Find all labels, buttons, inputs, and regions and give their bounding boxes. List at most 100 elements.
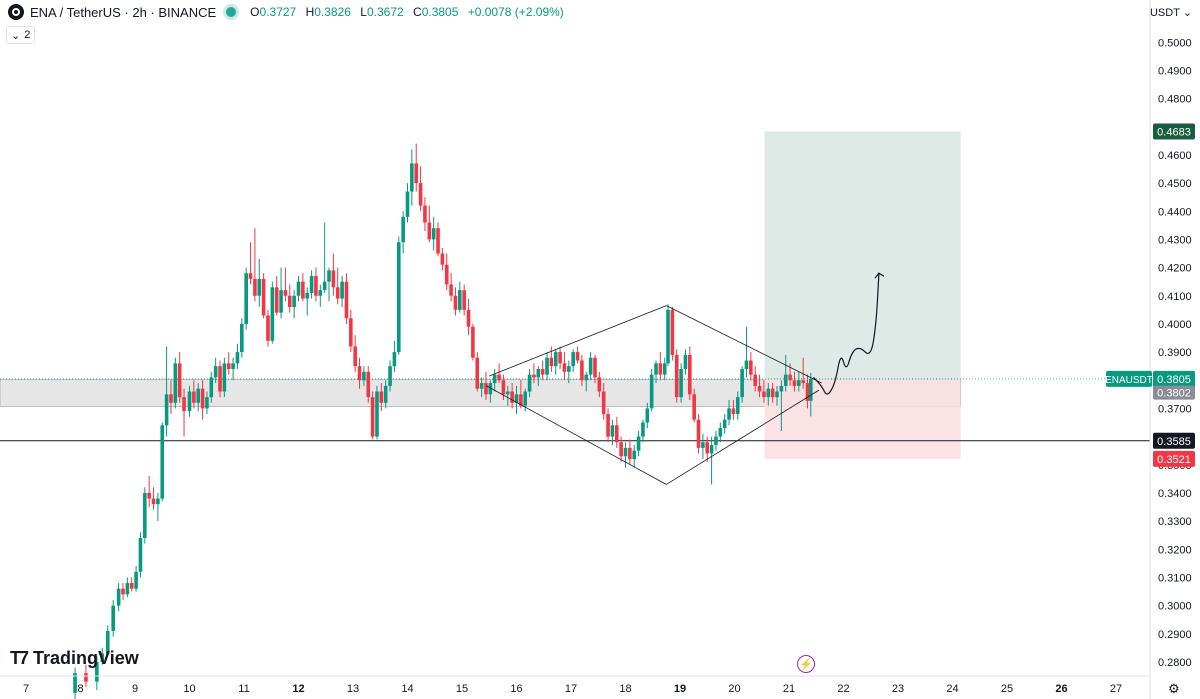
candle-body [479,383,484,389]
candle-body [683,354,688,369]
candle-body [658,363,663,375]
currency-selector[interactable]: USDT ⌄ [1150,6,1192,19]
candle-body [196,388,201,403]
candle-body [301,281,305,299]
candle-body [701,442,705,448]
candle-body [458,290,462,310]
price-label-target-bg [1153,123,1195,140]
candle-body [792,380,797,386]
symbol-tag: ENAUSDT [1105,375,1153,386]
price-axis: 0.2800 0.2900 0.3000 0.3100 0.3200 0.3300 0.34… [1149,0,1192,699]
price-label-target: 0.4683 [1157,127,1191,139]
candle-body [240,323,244,353]
ohlc-close-value: 0.3805 [421,5,459,19]
candle-body [797,380,801,386]
diamond-pattern-line [486,385,667,485]
diamond-pattern-line [489,305,667,377]
candle-body [449,284,453,296]
ohlc-high-value: 0.3826 [314,5,351,19]
candle-body [757,385,762,392]
price-label-support-bg [1153,432,1195,449]
candle-body [200,388,205,409]
price-tick-label: 0.3100 [1158,572,1192,584]
price-tick-label: 0.2800 [1158,657,1192,669]
candle-body [727,408,731,420]
candle-body [392,352,397,367]
candle-body [714,436,718,446]
candle-body [606,414,610,437]
candle-body [575,352,580,361]
candle-body [549,357,554,367]
candle-body [593,357,597,378]
price-tick-label: 0.3300 [1158,516,1192,528]
candle-body [744,360,749,369]
candle-body [580,360,584,381]
candle-body [614,425,619,443]
tradingview-logo[interactable]: T7 TradingView [10,648,139,669]
candle-body [248,273,253,279]
candle-body [779,385,784,392]
candle-body [674,354,679,398]
candle-body [218,366,222,392]
ohlc-open-value: 0.3727 [259,5,297,19]
candle-body [731,408,736,415]
candle-body [418,183,423,206]
indicators-toggle[interactable]: ⌄ 2 [6,26,36,44]
target-zone [764,131,961,380]
time-tick-label: 18 [619,683,631,695]
settings-gear-icon[interactable]: ⚙ [1168,681,1180,696]
lightning-icon[interactable]: ⚡ [797,655,815,673]
candle-body [645,408,650,423]
price-tick-label: 0.2900 [1158,629,1192,641]
price-label-stop-bg [1153,450,1195,467]
candle-body [527,374,532,392]
candle-body [540,368,545,375]
candle-body [160,425,165,499]
candle-body [649,374,654,409]
projection-path [813,273,880,395]
candle-body [309,276,314,293]
time-tick-label: 20 [728,683,740,695]
candle-body [619,442,623,457]
candle-body [423,205,427,223]
candle-body [125,583,130,595]
symbol-title[interactable]: ENA / TetherUS · 2h · BINANCE [30,4,217,20]
candle-body [177,363,182,398]
candle-body [770,388,775,398]
time-tick-label: 22 [837,683,849,695]
currency-label: USDT [1149,7,1180,19]
candle-body [783,374,788,386]
candle-body [688,354,692,395]
candle-body [100,653,105,662]
candle-body [405,191,410,217]
candle-body [84,673,88,682]
candle-body [331,270,336,288]
candle-body [257,278,262,296]
candle-body [388,366,392,386]
price-tick-label: 0.4200 [1158,263,1192,275]
time-tick-label: 10 [183,683,195,695]
candle-body [344,281,349,319]
candle-body [138,537,143,572]
ohlc-open-key: O [250,5,260,19]
candle-body [709,445,714,454]
candle-body [169,394,173,403]
candle-body [492,374,497,384]
candle-body [436,228,440,254]
candle-body [692,394,696,420]
candle-body [431,228,436,240]
candle-body [501,380,506,395]
time-tick-label: 9 [132,683,138,695]
chart-header: ENA / TetherUS · 2h · BINANCE O0.3727 H0… [0,0,570,24]
entry-tag-bg [1153,385,1195,400]
time-tick-label: 27 [1110,683,1122,695]
projection-arrowhead [874,272,885,279]
candle-body [253,278,257,296]
candle-body [558,352,562,364]
time-tick-label: 26 [1055,683,1067,695]
price-tick-label: 0.4800 [1158,94,1192,106]
candle-body [370,397,375,437]
candle-body [523,391,528,406]
candle-body [740,368,744,398]
